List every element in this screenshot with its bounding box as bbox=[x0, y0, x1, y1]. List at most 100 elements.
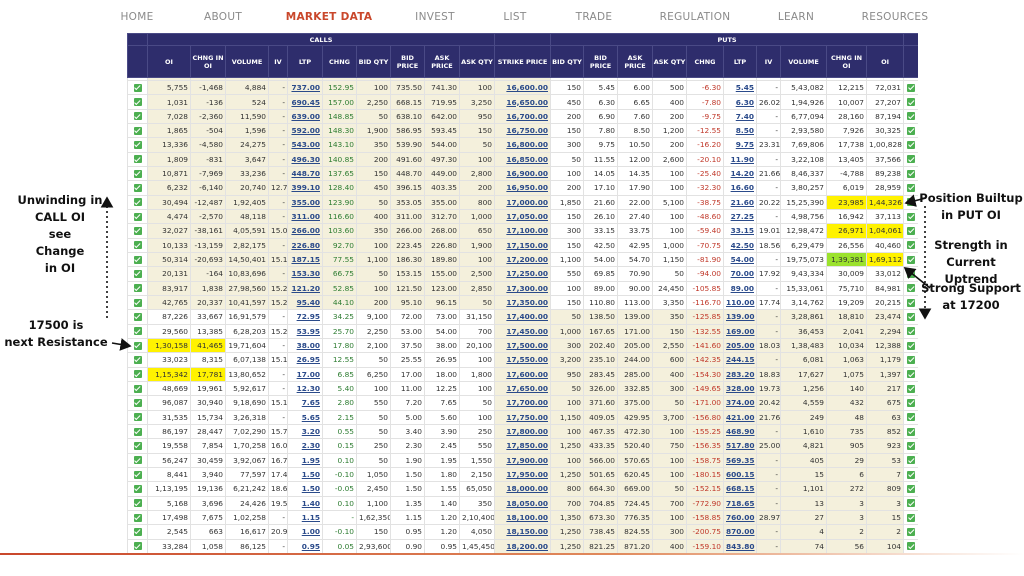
select-checkbox[interactable] bbox=[903, 495, 918, 511]
cell[interactable]: 18,150.00 bbox=[494, 524, 551, 540]
select-checkbox[interactable] bbox=[127, 380, 148, 397]
select-checkbox[interactable] bbox=[127, 137, 148, 153]
cell[interactable]: 17,850.00 bbox=[494, 438, 551, 454]
cell[interactable]: 121.20 bbox=[287, 280, 323, 296]
cell[interactable]: 399.10 bbox=[287, 180, 323, 196]
select-checkbox[interactable] bbox=[903, 180, 918, 196]
select-checkbox[interactable] bbox=[127, 423, 148, 440]
select-checkbox[interactable] bbox=[127, 452, 148, 468]
cell[interactable]: 16,850.00 bbox=[494, 151, 551, 167]
cell[interactable]: 7.40 bbox=[723, 108, 757, 125]
cell[interactable]: 16,900.00 bbox=[494, 165, 551, 182]
select-checkbox[interactable] bbox=[127, 409, 148, 425]
select-checkbox[interactable] bbox=[127, 165, 148, 182]
select-checkbox[interactable] bbox=[127, 108, 148, 125]
cell[interactable]: 38.00 bbox=[287, 337, 323, 354]
cell[interactable]: 17,300.00 bbox=[494, 280, 551, 296]
select-checkbox[interactable] bbox=[903, 94, 918, 110]
select-checkbox[interactable] bbox=[127, 266, 148, 282]
select-checkbox[interactable] bbox=[903, 452, 918, 468]
nav-item[interactable]: MARKET DATA bbox=[285, 11, 373, 23]
select-checkbox[interactable] bbox=[127, 323, 148, 339]
select-checkbox[interactable] bbox=[903, 481, 918, 497]
cell[interactable]: 27.25 bbox=[723, 208, 757, 225]
cell[interactable]: 18,200.00 bbox=[494, 538, 551, 553]
cell[interactable]: 17.00 bbox=[287, 366, 323, 382]
select-checkbox[interactable] bbox=[903, 108, 918, 125]
cell[interactable]: 17,700.00 bbox=[494, 395, 551, 411]
select-checkbox[interactable] bbox=[127, 337, 148, 354]
cell[interactable]: 72.95 bbox=[287, 309, 323, 325]
select-checkbox[interactable] bbox=[127, 151, 148, 167]
cell[interactable]: 153.30 bbox=[287, 266, 323, 282]
cell[interactable]: 16,800.00 bbox=[494, 137, 551, 153]
cell[interactable]: 517.80 bbox=[723, 438, 757, 454]
select-checkbox[interactable] bbox=[127, 524, 148, 540]
select-checkbox[interactable] bbox=[127, 309, 148, 325]
cell[interactable]: 95.40 bbox=[287, 294, 323, 311]
select-checkbox[interactable] bbox=[903, 423, 918, 440]
select-checkbox[interactable] bbox=[127, 538, 148, 553]
nav-item[interactable]: HOME bbox=[120, 11, 154, 23]
cell[interactable]: 17,500.00 bbox=[494, 337, 551, 354]
cell[interactable]: 639.00 bbox=[287, 108, 323, 125]
select-checkbox[interactable] bbox=[903, 80, 918, 96]
cell[interactable]: 226.80 bbox=[287, 237, 323, 253]
select-checkbox[interactable] bbox=[127, 481, 148, 497]
select-checkbox[interactable] bbox=[127, 180, 148, 196]
select-checkbox[interactable] bbox=[903, 309, 918, 325]
cell[interactable]: 17,950.00 bbox=[494, 466, 551, 483]
cell[interactable]: 16,700.00 bbox=[494, 108, 551, 125]
cell[interactable]: 139.00 bbox=[723, 309, 757, 325]
cell[interactable]: 17,050.00 bbox=[494, 208, 551, 225]
cell[interactable]: 17,200.00 bbox=[494, 251, 551, 268]
cell[interactable]: 12.30 bbox=[287, 380, 323, 397]
cell[interactable]: 18,050.00 bbox=[494, 495, 551, 511]
cell[interactable]: 70.00 bbox=[723, 266, 757, 282]
select-checkbox[interactable] bbox=[903, 194, 918, 210]
cell[interactable]: 17,100.00 bbox=[494, 223, 551, 239]
select-checkbox[interactable] bbox=[127, 294, 148, 311]
select-checkbox[interactable] bbox=[127, 208, 148, 225]
cell[interactable]: 737.00 bbox=[287, 80, 323, 96]
cell[interactable]: 2.30 bbox=[287, 438, 323, 454]
select-checkbox[interactable] bbox=[903, 237, 918, 253]
cell[interactable]: 0.95 bbox=[287, 538, 323, 553]
cell[interactable]: 11.90 bbox=[723, 151, 757, 167]
cell[interactable]: 17,900.00 bbox=[494, 452, 551, 468]
select-checkbox[interactable] bbox=[127, 223, 148, 239]
cell[interactable]: 668.15 bbox=[723, 481, 757, 497]
nav-item[interactable]: LIST bbox=[503, 11, 527, 23]
select-checkbox[interactable] bbox=[903, 409, 918, 425]
cell[interactable]: 17,000.00 bbox=[494, 194, 551, 210]
cell[interactable]: 448.70 bbox=[287, 165, 323, 182]
select-checkbox[interactable] bbox=[903, 294, 918, 311]
cell[interactable]: 760.00 bbox=[723, 509, 757, 526]
select-checkbox[interactable] bbox=[903, 165, 918, 182]
cell[interactable]: 496.30 bbox=[287, 151, 323, 167]
cell[interactable]: 1.50 bbox=[287, 481, 323, 497]
cell[interactable]: 1.40 bbox=[287, 495, 323, 511]
cell[interactable]: 26.95 bbox=[287, 352, 323, 368]
cell[interactable]: 205.00 bbox=[723, 337, 757, 354]
cell[interactable]: 17,400.00 bbox=[494, 309, 551, 325]
cell[interactable]: 468.90 bbox=[723, 423, 757, 440]
cell[interactable]: 110.00 bbox=[723, 294, 757, 311]
cell[interactable]: 21.60 bbox=[723, 194, 757, 210]
cell[interactable]: 1.50 bbox=[287, 466, 323, 483]
cell[interactable]: 355.00 bbox=[287, 194, 323, 210]
nav-item[interactable]: RESOURCES bbox=[861, 11, 929, 23]
cell[interactable]: 16,950.00 bbox=[494, 180, 551, 196]
select-checkbox[interactable] bbox=[903, 122, 918, 139]
cell[interactable]: 17,650.00 bbox=[494, 380, 551, 397]
cell[interactable]: 5.45 bbox=[723, 80, 757, 96]
select-checkbox[interactable] bbox=[903, 438, 918, 454]
cell[interactable]: 311.00 bbox=[287, 208, 323, 225]
select-checkbox[interactable] bbox=[127, 251, 148, 268]
cell[interactable]: 3.20 bbox=[287, 423, 323, 440]
cell[interactable]: 17,350.00 bbox=[494, 294, 551, 311]
cell[interactable]: 374.00 bbox=[723, 395, 757, 411]
select-checkbox[interactable] bbox=[903, 395, 918, 411]
cell[interactable]: 421.00 bbox=[723, 409, 757, 425]
cell[interactable]: 17,600.00 bbox=[494, 366, 551, 382]
